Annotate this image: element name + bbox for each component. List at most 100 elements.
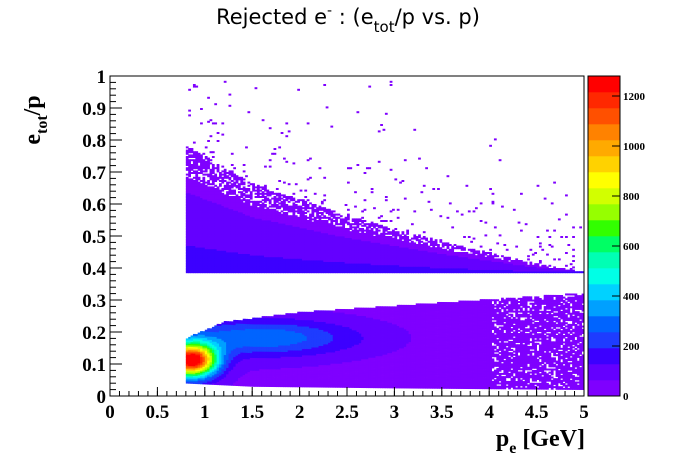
heatmap-cell: [202, 188, 206, 190]
heatmap-cell: [195, 186, 199, 189]
heatmap-cell: [195, 370, 199, 373]
heatmap-cell: [202, 269, 206, 272]
heatmap-cell: [188, 114, 191, 117]
heatmap-cell: [195, 263, 199, 266]
heatmap-cell: [197, 224, 201, 227]
heatmap-cell: [301, 199, 305, 202]
heatmap-cell: [188, 231, 191, 234]
heatmap-cell: [185, 159, 189, 162]
heatmap-cell: [192, 202, 196, 205]
heatmap-cell: [237, 191, 241, 194]
heatmap-cell: [209, 183, 213, 186]
heatmap-cell: [197, 345, 201, 348]
heatmap-cell: [200, 245, 203, 248]
heatmap-cell: [192, 85, 196, 88]
heatmap-cell: [273, 314, 277, 317]
title-part-subscript: tot: [374, 18, 395, 36]
heatmap-cell: [233, 181, 237, 184]
heatmap-cell: [185, 176, 189, 179]
heatmap-cell: [192, 264, 196, 267]
heatmap-cell: [197, 356, 201, 359]
heatmap-cell: [202, 363, 206, 366]
heatmap-cell: [202, 192, 206, 195]
heatmap-cell: [188, 271, 191, 274]
heatmap-cell: [204, 205, 208, 208]
heatmap-cell: [207, 173, 210, 176]
heatmap-cell: [237, 176, 241, 179]
heatmap-cell: [200, 339, 203, 342]
heatmap-cell: [204, 236, 208, 238]
heatmap-cell: [245, 199, 248, 202]
heatmap-cell: [297, 199, 300, 202]
heatmap-cell: [204, 200, 208, 203]
heatmap-cell: [202, 215, 206, 218]
heatmap-cell: [207, 239, 210, 242]
heatmap-cell: [197, 188, 201, 190]
heatmap-cell: [202, 180, 206, 182]
heatmap-cell: [204, 350, 208, 353]
heatmap-cell: [200, 335, 203, 338]
heatmap-cell: [202, 332, 206, 335]
heatmap-cell: [259, 200, 263, 203]
heatmap-cell: [202, 253, 206, 256]
heatmap-cell: [200, 170, 203, 173]
heatmap-cell: [185, 341, 189, 344]
heatmap-cell: [195, 226, 199, 229]
heatmap-cell: [192, 258, 196, 261]
heatmap-cell: [237, 183, 241, 186]
heatmap-cell: [190, 202, 194, 205]
xlabel-part-subscript: e: [509, 440, 516, 457]
heatmap-cell: [195, 247, 199, 250]
heatmap-cell: [197, 334, 201, 337]
heatmap-cell: [200, 223, 203, 226]
heatmap-cell: [188, 354, 191, 357]
heatmap-cell: [188, 213, 191, 216]
heatmap-cell: [287, 183, 291, 186]
heatmap-cell: [195, 200, 199, 203]
heatmap-cell: [192, 247, 196, 250]
heatmap-cell: [192, 348, 196, 351]
heatmap-cell: [188, 151, 191, 154]
heatmap-cell: [245, 188, 248, 190]
heatmap-cell: [197, 154, 201, 157]
heatmap-cell: [192, 353, 196, 356]
heatmap-cell: [268, 159, 272, 162]
heatmap-cell: [188, 178, 191, 181]
heatmap-cell: [200, 208, 203, 211]
heatmap-cell: [192, 212, 196, 214]
heatmap-cell: [207, 202, 210, 205]
heatmap-cell: [230, 321, 234, 324]
heatmap-cell: [188, 349, 191, 352]
heatmap-cell: [185, 146, 189, 149]
heatmap-cell: [275, 210, 279, 213]
heatmap-cell: [188, 173, 191, 176]
heatmap-cell: [290, 196, 293, 198]
heatmap-cell: [204, 244, 208, 246]
heatmap-cell: [188, 268, 191, 270]
heatmap-cell: [204, 232, 208, 235]
heatmap-cell: [195, 192, 199, 195]
heatmap-cell: [200, 194, 203, 197]
heatmap-cell: [195, 223, 199, 226]
heatmap-cell: [200, 334, 203, 337]
heatmap-cell: [200, 199, 203, 202]
heatmap-cell: [185, 168, 189, 171]
heatmap-cell: [190, 271, 194, 274]
heatmap-cell: [207, 197, 210, 200]
heatmap-cell: [195, 172, 199, 174]
heatmap-cell: [188, 218, 191, 221]
heatmap-cell: [190, 186, 194, 189]
heatmap-cell: [202, 237, 206, 240]
heatmap-cell: [283, 194, 286, 197]
heatmap-cell: [230, 183, 234, 186]
heatmap-cell: [202, 364, 206, 367]
heatmap-cell: [192, 377, 196, 380]
heatmap-cell: [204, 334, 208, 337]
heatmap-cell: [256, 200, 260, 203]
heatmap-cell: [185, 264, 189, 267]
heatmap-cell: [190, 361, 194, 364]
heatmap-cell: [207, 216, 210, 219]
heatmap-cell: [195, 234, 199, 237]
heatmap-cell: [190, 236, 194, 238]
heatmap-cell: [214, 122, 218, 125]
